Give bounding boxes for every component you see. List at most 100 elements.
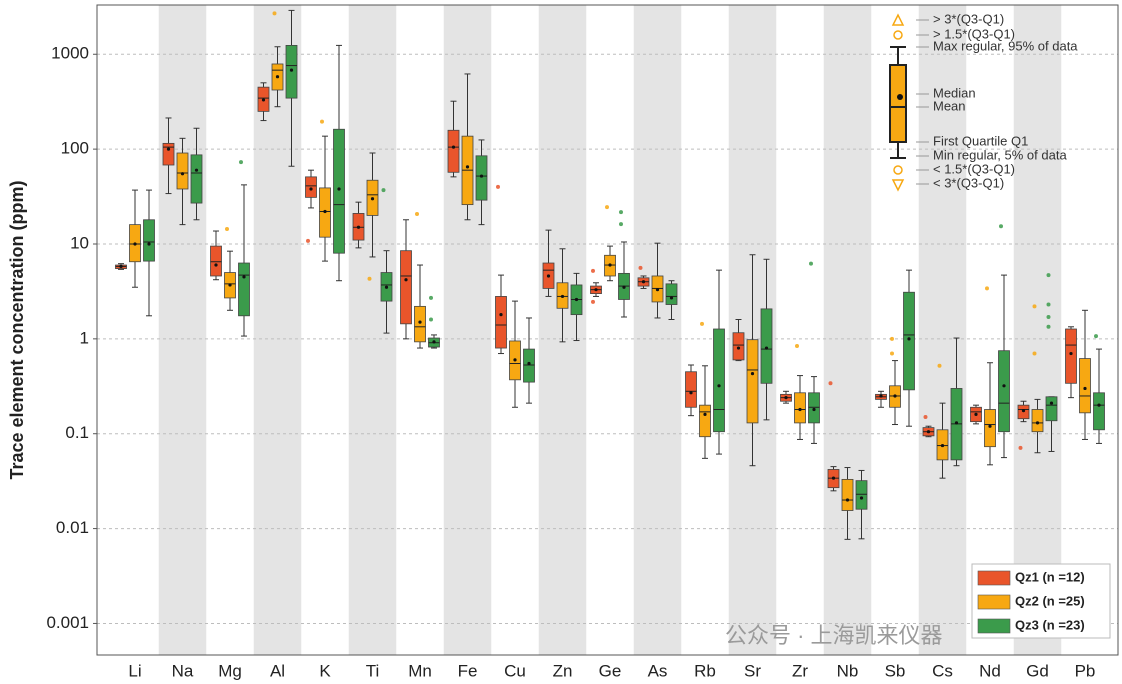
mean	[228, 283, 232, 287]
mean	[1035, 421, 1040, 425]
box	[1031, 409, 1044, 433]
box	[746, 339, 759, 424]
mean	[546, 274, 551, 278]
outlier	[985, 286, 989, 291]
outlier	[272, 11, 277, 16]
x-tick-label: Nd	[979, 661, 1001, 680]
key-label: > 3*(Q3-Q1)	[933, 11, 1004, 26]
category-band	[158, 5, 207, 655]
outlier	[809, 261, 813, 266]
outlier	[828, 381, 833, 386]
y-axis-label: Trace element concentration (ppm)	[7, 180, 27, 479]
y-tick-label: 1000	[51, 44, 89, 63]
key-label: Max regular, 95% of data	[933, 38, 1078, 53]
outlier	[381, 188, 386, 193]
box	[841, 478, 854, 511]
mean	[784, 396, 788, 400]
outlier	[496, 184, 500, 189]
mean	[119, 264, 123, 269]
box	[699, 404, 711, 438]
outlier	[367, 276, 372, 281]
bands	[158, 5, 1062, 655]
mean	[608, 263, 612, 267]
y-tick-label: 0.01	[56, 518, 89, 537]
box	[685, 371, 697, 408]
box-key	[889, 13, 907, 192]
x-tick-label: Sr	[744, 661, 761, 680]
y-tick-label: 0.1	[65, 423, 89, 442]
box	[713, 328, 725, 433]
mean	[166, 147, 171, 151]
x-tick-label: Gd	[1026, 661, 1049, 680]
mean	[404, 278, 408, 282]
mean	[499, 313, 503, 317]
outlier	[605, 205, 609, 210]
category-band	[348, 5, 397, 655]
mean	[1069, 351, 1073, 356]
y-tick-label: 1	[80, 328, 89, 347]
mean	[812, 407, 816, 412]
outlier	[1046, 314, 1051, 319]
mean	[1049, 401, 1054, 405]
outlier	[890, 336, 894, 341]
box	[162, 142, 175, 166]
key-label: > 1.5*(Q3-Q1)	[933, 26, 1015, 41]
mean	[1097, 403, 1101, 407]
outlier	[415, 212, 419, 217]
mean	[641, 280, 646, 284]
x-tick-label: Al	[270, 661, 285, 680]
outlier	[591, 268, 595, 273]
mean	[432, 340, 436, 344]
mean	[133, 242, 137, 246]
outlier	[429, 317, 433, 322]
outlier	[1094, 334, 1098, 339]
mean	[594, 288, 598, 292]
box	[1065, 328, 1077, 384]
box	[414, 305, 426, 343]
key-label: Min regular, 5% of data	[933, 147, 1067, 162]
mean	[337, 187, 341, 191]
x-tick-label: Pb	[1075, 661, 1096, 680]
box	[447, 129, 460, 173]
x-tick-label: Mg	[218, 661, 242, 680]
mean	[703, 412, 707, 416]
mean	[954, 421, 959, 425]
mean	[323, 209, 327, 214]
mean	[974, 412, 978, 416]
box	[903, 291, 915, 391]
outlier	[937, 363, 942, 368]
outlier	[591, 299, 595, 304]
x-tick-label: Na	[172, 661, 194, 680]
mean	[988, 424, 992, 428]
mean	[560, 294, 565, 299]
y-tick-label: 10	[70, 233, 89, 252]
y-tick-label: 100	[61, 139, 89, 158]
legend: Qz1 (n =12) Qz2 (n =25) Qz3 (n =23)	[977, 569, 1085, 634]
mean	[764, 346, 769, 350]
mean	[451, 145, 456, 149]
y-tick-label: 0.001	[46, 613, 89, 632]
mean	[418, 320, 422, 324]
mean	[879, 394, 883, 398]
box	[238, 262, 250, 317]
x-tick-label: Cu	[504, 661, 526, 680]
x-tick-label: Nb	[837, 661, 859, 680]
key-label: < 3*(Q3-Q1)	[933, 175, 1004, 190]
mean	[261, 98, 266, 102]
box	[855, 480, 868, 510]
x-tick-label: As	[648, 661, 668, 680]
x-tick-label: Zr	[792, 661, 808, 680]
mean	[655, 288, 660, 292]
mean	[907, 337, 911, 341]
box	[1079, 358, 1091, 414]
mean	[194, 168, 199, 172]
box	[285, 44, 298, 99]
outlier	[1032, 351, 1037, 356]
legend-label: Qz2 (n =25)	[1015, 593, 1085, 608]
outlier	[700, 321, 704, 326]
outlier	[306, 238, 310, 243]
grid	[97, 53, 1118, 624]
mean	[689, 391, 693, 395]
outlier	[1046, 302, 1051, 307]
outlier	[1046, 273, 1051, 278]
